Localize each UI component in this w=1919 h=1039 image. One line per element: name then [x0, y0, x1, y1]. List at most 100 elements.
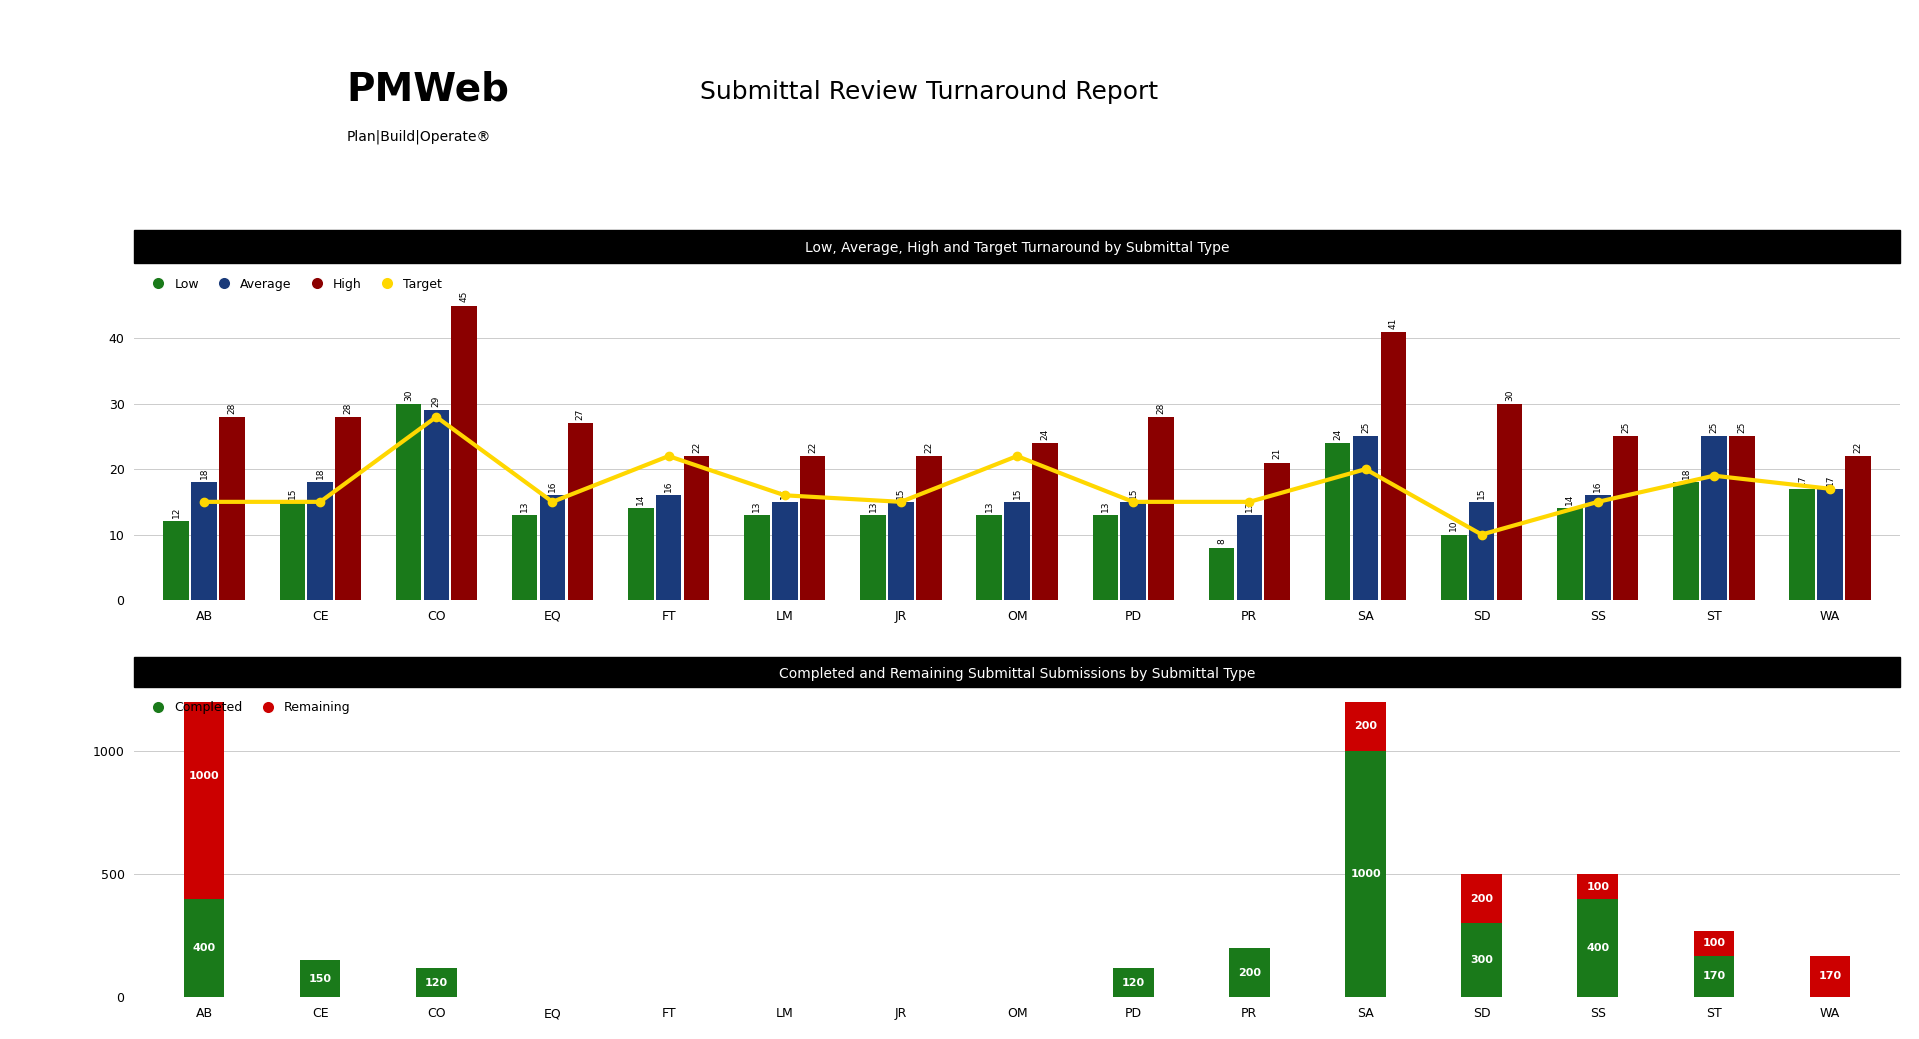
FancyBboxPatch shape [134, 658, 1900, 687]
Text: 29: 29 [432, 396, 441, 407]
Bar [219, 417, 246, 600]
Text: 100: 100 [1702, 938, 1725, 949]
Text: 22: 22 [1854, 442, 1863, 453]
Text: 45: 45 [461, 291, 468, 302]
FancyBboxPatch shape [134, 231, 1900, 263]
Bar [1700, 436, 1727, 600]
Text: 13: 13 [1102, 500, 1109, 511]
Bar [1441, 534, 1466, 600]
Bar [1612, 436, 1639, 600]
Text: 24: 24 [1334, 428, 1341, 439]
Text: 170: 170 [1702, 971, 1725, 982]
Bar [977, 515, 1002, 600]
Text: 15: 15 [288, 487, 297, 499]
Bar [628, 508, 654, 600]
Text: 13: 13 [1245, 500, 1253, 511]
Text: 16: 16 [1593, 481, 1602, 492]
Text: 18: 18 [200, 468, 209, 479]
Text: 1000: 1000 [1351, 870, 1382, 879]
Bar [192, 482, 217, 600]
Text: 300: 300 [1470, 956, 1493, 965]
Text: 12: 12 [171, 507, 180, 518]
Bar [1121, 502, 1146, 600]
Bar [1817, 488, 1842, 600]
Text: 17: 17 [1798, 474, 1808, 485]
Bar [1462, 924, 1503, 997]
Text: 15: 15 [1478, 487, 1485, 499]
Bar [1228, 949, 1270, 997]
Bar [280, 502, 305, 600]
Text: 13: 13 [869, 500, 877, 511]
Text: 28: 28 [1157, 402, 1165, 414]
Text: 25: 25 [1361, 422, 1370, 433]
Text: 28: 28 [344, 402, 353, 414]
Bar [568, 423, 593, 600]
Bar [800, 456, 825, 600]
Bar [1694, 931, 1735, 956]
Bar [1092, 515, 1119, 600]
Bar [1353, 436, 1378, 600]
Text: 120: 120 [1123, 978, 1146, 988]
Text: 200: 200 [1470, 894, 1493, 904]
Text: 25: 25 [1737, 422, 1746, 433]
Text: 25: 25 [1710, 422, 1719, 433]
Text: 200: 200 [1355, 721, 1378, 731]
Bar [860, 515, 887, 600]
Text: 27: 27 [576, 408, 585, 420]
Bar [1694, 956, 1735, 997]
Bar [1345, 751, 1386, 997]
Text: 15: 15 [1013, 487, 1021, 499]
Bar [1236, 515, 1263, 600]
Text: 21: 21 [1272, 448, 1282, 459]
Bar [1729, 436, 1754, 600]
Text: 25: 25 [1622, 422, 1631, 433]
Bar [1209, 548, 1234, 600]
Bar [1148, 417, 1174, 600]
Bar [1345, 701, 1386, 751]
Text: Plan|Build|Operate®: Plan|Build|Operate® [345, 129, 491, 143]
Bar [307, 482, 334, 600]
Text: 170: 170 [1819, 971, 1842, 982]
Bar [1673, 482, 1698, 600]
Bar [1468, 502, 1495, 600]
Bar [1462, 874, 1503, 924]
Text: 13: 13 [520, 500, 530, 511]
Bar [184, 652, 225, 899]
Text: 15: 15 [1128, 487, 1138, 499]
Text: Completed and Remaining Submittal Submissions by Submittal Type: Completed and Remaining Submittal Submis… [779, 667, 1255, 681]
Bar [1789, 488, 1815, 600]
Text: 14: 14 [1566, 494, 1574, 505]
Text: 18: 18 [315, 468, 324, 479]
Text: PMWeb: PMWeb [345, 71, 509, 108]
Bar [1004, 502, 1031, 600]
Text: Submittal Review Turnaround Report: Submittal Review Turnaround Report [700, 80, 1157, 104]
Bar [395, 404, 422, 600]
Text: 15: 15 [896, 487, 906, 499]
Text: 16: 16 [664, 481, 674, 492]
Text: 10: 10 [1449, 520, 1458, 531]
Bar [1577, 874, 1618, 899]
Text: 22: 22 [925, 442, 933, 453]
Text: 13: 13 [752, 500, 762, 511]
Text: 13: 13 [984, 500, 994, 511]
Bar [1497, 404, 1522, 600]
Text: 28: 28 [226, 402, 236, 414]
Text: 100: 100 [1587, 881, 1610, 891]
Bar [1113, 968, 1153, 997]
Bar [512, 515, 537, 600]
Bar [299, 960, 340, 997]
Text: 24: 24 [1040, 428, 1050, 439]
Text: 22: 22 [693, 442, 700, 453]
Bar [451, 305, 478, 600]
Text: 14: 14 [637, 494, 645, 505]
Bar [683, 456, 710, 600]
Text: 18: 18 [1681, 468, 1691, 479]
Bar [745, 515, 770, 600]
Bar [1380, 331, 1407, 600]
Bar [163, 522, 188, 600]
Bar [1585, 496, 1610, 600]
Legend: Low, Average, High, Target: Low, Average, High, Target [140, 272, 447, 296]
Text: 1000: 1000 [188, 771, 219, 780]
Bar [336, 417, 361, 600]
Bar [539, 496, 566, 600]
